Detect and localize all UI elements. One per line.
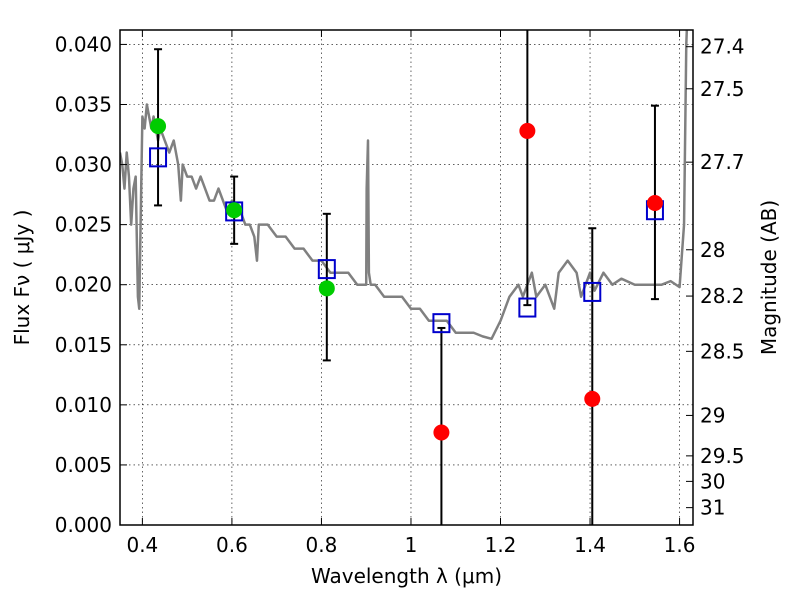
y-tick-label: 0.000 <box>55 513 112 537</box>
mag-tick-label: 30 <box>700 469 725 493</box>
x-tick-label: 1.2 <box>485 533 517 557</box>
plot-frame <box>119 29 694 526</box>
frame-layer <box>119 29 694 526</box>
mag-tick-label: 28.5 <box>700 339 745 363</box>
x-tick-label: 1.6 <box>664 533 696 557</box>
y-tick-label: 0.015 <box>55 333 112 357</box>
mag-tick-label: 29.5 <box>700 444 745 468</box>
x-axis-title: Wavelength λ (μm) <box>311 564 502 588</box>
mag-tick-label: 29 <box>700 403 725 427</box>
upper-limit-point <box>433 424 450 441</box>
model-band-flux-square <box>432 313 451 334</box>
model-spectrum-line <box>120 30 689 341</box>
model-band-flux-square <box>518 297 537 318</box>
x-tick-label: 0.8 <box>306 533 338 557</box>
mag-tick-label: 27.5 <box>700 77 745 101</box>
y-tick-label: 0.025 <box>55 213 112 237</box>
model-band-flux-square <box>317 259 336 280</box>
label-layer: 0.4 0.6 0.8 1 1.2 1.4 1.6 0.000 0.005 0.010 0.015 0… <box>10 32 781 588</box>
detection-point <box>318 280 335 297</box>
detection-point <box>150 118 167 135</box>
y-tick-label: 0.030 <box>55 153 112 177</box>
mag-tick-label: 31 <box>700 496 725 520</box>
upper-limit-point <box>584 390 601 407</box>
y-tick-label: 0.020 <box>55 273 112 297</box>
y-axis-title: Flux Fν ( μJy ) <box>10 210 34 346</box>
x-tick-label: 1.4 <box>574 533 606 557</box>
y-tick-label: 0.005 <box>55 453 112 477</box>
y2-axis-title: Magnitude (AB) <box>757 200 781 355</box>
model-band-flux-square <box>149 147 168 168</box>
mag-tick-label: 28.2 <box>700 284 745 308</box>
model-band-flux-square <box>583 281 602 302</box>
upper-limit-point <box>646 195 663 212</box>
y-tick-label: 0.010 <box>55 393 112 417</box>
upper-limit-point <box>519 122 536 139</box>
x-tick-label: 0.6 <box>216 533 248 557</box>
data-layer <box>120 30 689 525</box>
y-tick-label: 0.040 <box>55 32 112 56</box>
y-tick-label: 0.035 <box>55 92 112 116</box>
x-tick-label: 1 <box>405 533 418 557</box>
mag-tick-label: 28 <box>700 238 725 262</box>
x-tick-label: 0.4 <box>126 533 158 557</box>
mag-tick-label: 27.4 <box>700 35 745 59</box>
mag-tick-label: 27.7 <box>700 150 745 174</box>
detection-point <box>226 202 243 219</box>
